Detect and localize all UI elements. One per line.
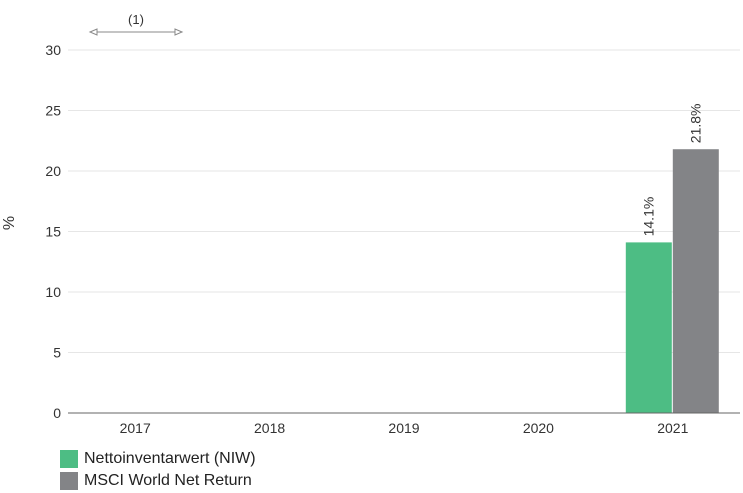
bar-2021-series-1 — [672, 149, 719, 413]
annotation-arrow-left-icon — [88, 28, 98, 36]
y-tick-label-25: 25 — [45, 103, 61, 119]
period-annotation: (1) — [88, 12, 184, 36]
x-axis-ticks: 2017 2018 2019 2020 2021 — [120, 420, 689, 436]
legend-item-msci: MSCI World Net Return — [60, 471, 256, 491]
legend-swatch-niw — [60, 450, 78, 468]
x-tick-label-2021: 2021 — [657, 420, 688, 436]
y-tick-label-0: 0 — [53, 405, 61, 421]
bar-labels: 14.1% 21.8% — [640, 104, 703, 237]
y-axis-label: % — [1, 216, 18, 230]
legend-swatch-msci — [60, 472, 78, 490]
x-tick-label-2020: 2020 — [523, 420, 554, 436]
y-axis-ticks: 0 5 10 15 20 25 30 — [45, 42, 61, 421]
y-tick-label-20: 20 — [45, 163, 61, 179]
y-tick-label-5: 5 — [53, 345, 61, 361]
legend-label-niw: Nettoinventarwert (NIW) — [84, 450, 256, 467]
y-tick-label-15: 15 — [45, 224, 61, 240]
data-label-2021-series-1: 21.8% — [687, 104, 703, 144]
data-label-2021-series-0: 14.1% — [640, 197, 656, 237]
bars — [625, 149, 719, 413]
x-tick-label-2018: 2018 — [254, 420, 285, 436]
legend-label-msci: MSCI World Net Return — [84, 472, 252, 489]
y-tick-label-10: 10 — [45, 284, 61, 300]
x-tick-label-2019: 2019 — [388, 420, 419, 436]
y-tick-label-30: 30 — [45, 42, 61, 58]
annotation-label: (1) — [128, 12, 144, 27]
annotation-arrow-right-icon — [174, 28, 184, 36]
x-tick-label-2017: 2017 — [120, 420, 151, 436]
legend: Nettoinventarwert (NIW) MSCI World Net R… — [60, 449, 256, 493]
legend-item-niw: Nettoinventarwert (NIW) — [60, 449, 256, 469]
bar-2021-series-0 — [625, 242, 672, 413]
